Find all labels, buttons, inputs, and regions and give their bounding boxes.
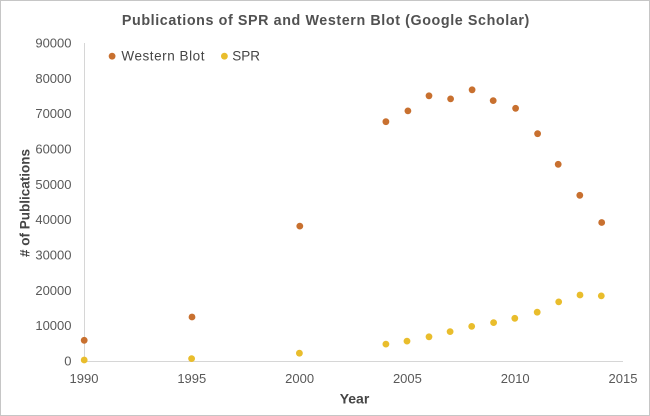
svg-text:0: 0 bbox=[64, 354, 71, 369]
svg-text:# of Publications: # of Publications bbox=[18, 149, 33, 257]
svg-text:10000: 10000 bbox=[35, 318, 71, 333]
svg-text:90000: 90000 bbox=[35, 36, 71, 51]
svg-text:1995: 1995 bbox=[177, 371, 206, 386]
svg-text:1990: 1990 bbox=[70, 371, 99, 386]
svg-text:2000: 2000 bbox=[285, 371, 314, 386]
svg-text:20000: 20000 bbox=[35, 283, 71, 298]
svg-text:60000: 60000 bbox=[35, 142, 71, 157]
svg-text:2005: 2005 bbox=[393, 371, 422, 386]
svg-text:2015: 2015 bbox=[609, 371, 638, 386]
svg-text:30000: 30000 bbox=[35, 248, 71, 263]
svg-text:40000: 40000 bbox=[35, 212, 71, 227]
svg-text:Year: Year bbox=[340, 391, 370, 407]
svg-text:Publications of SPR and Wester: Publications of SPR and Western Blot (Go… bbox=[122, 13, 530, 29]
svg-text:Western Blot: Western Blot bbox=[121, 48, 205, 63]
svg-text:SPR: SPR bbox=[232, 48, 260, 63]
svg-text:70000: 70000 bbox=[35, 106, 71, 121]
svg-text:50000: 50000 bbox=[35, 177, 71, 192]
svg-text:2010: 2010 bbox=[501, 371, 530, 386]
svg-text:80000: 80000 bbox=[35, 71, 71, 86]
